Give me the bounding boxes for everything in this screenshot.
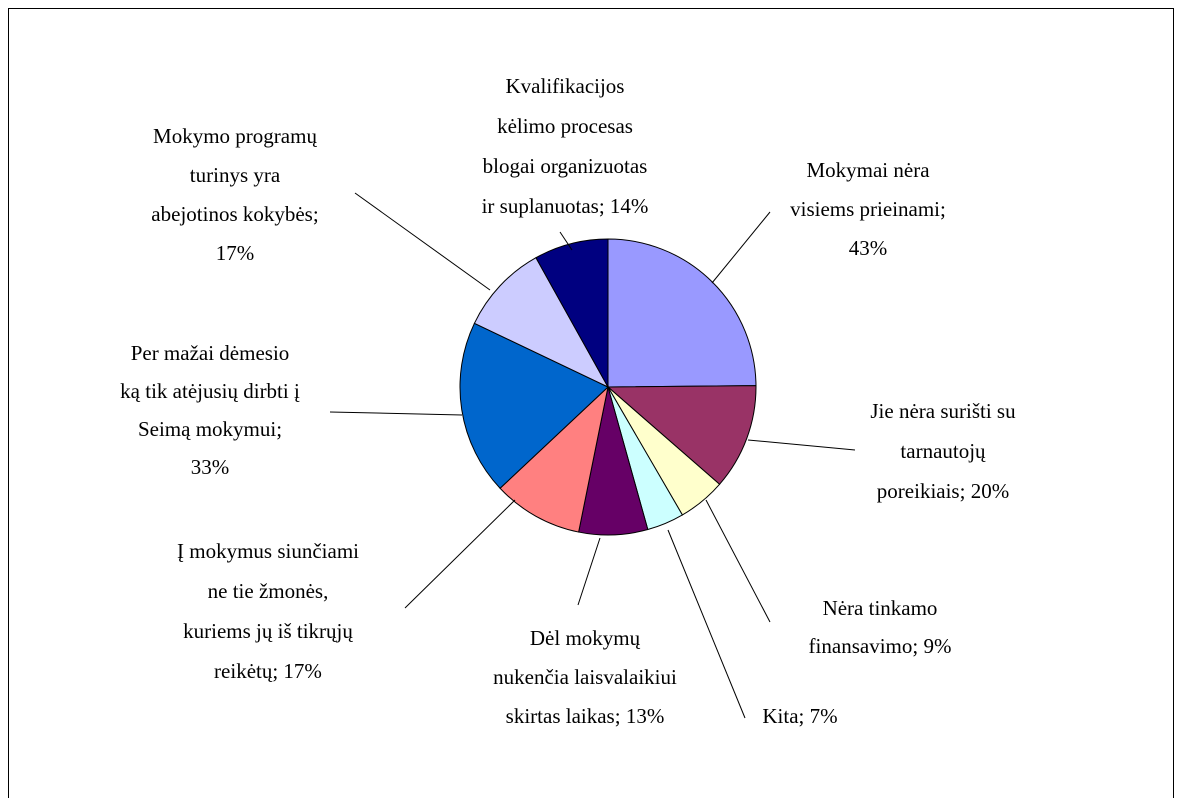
leader-line	[404, 499, 516, 609]
data-label: 33%	[191, 455, 230, 479]
leader-line	[559, 231, 573, 251]
data-label: Mokymai nėra	[806, 158, 930, 182]
data-label: Dėl mokymų	[530, 626, 641, 650]
data-label: Seimą mokymui;	[138, 417, 282, 441]
leader-line	[329, 411, 463, 416]
data-label: finansavimo; 9%	[809, 634, 952, 658]
pie-slice	[606, 385, 757, 485]
data-label: ką tik atėjusių dirbti į	[120, 379, 300, 403]
pie-slice	[607, 238, 757, 388]
leader-line	[354, 192, 491, 291]
data-label: ne tie žmonės,	[208, 579, 329, 603]
data-label: tarnautojų	[900, 439, 986, 463]
leader-line	[747, 439, 856, 451]
data-label: Mokymo programų	[153, 124, 317, 148]
data-label: Į mokymus siunčiami	[177, 539, 359, 563]
data-label: visiems prieinami;	[790, 197, 946, 221]
data-label: Per mažai dėmesio	[131, 341, 290, 365]
pie-slice	[535, 238, 609, 389]
data-label: reikėtų; 17%	[214, 659, 322, 683]
data-label: Kita; 7%	[762, 704, 837, 728]
leader-line	[667, 529, 746, 719]
data-label: kėlimo procesas	[497, 114, 633, 138]
data-label: skirtas laikas; 13%	[506, 704, 665, 728]
data-label: 17%	[216, 241, 255, 265]
data-label: Kvalifikacijos	[506, 74, 625, 98]
data-label: kuriems jų iš tikrųjų	[183, 619, 353, 643]
data-label: Nėra tinkamo	[823, 596, 938, 620]
data-label: abejotinos kokybės;	[151, 202, 318, 226]
data-label: Jie nėra surišti su	[870, 399, 1016, 423]
data-label: nukenčia laisvalaikiui	[493, 665, 677, 689]
data-label: 43%	[849, 236, 888, 260]
leader-line	[705, 499, 771, 623]
data-label: turinys yra	[190, 163, 281, 187]
pie-slice	[473, 257, 610, 389]
data-label: ir suplanuotas; 14%	[482, 194, 649, 218]
leader-line	[577, 537, 601, 606]
pie-slice	[499, 385, 609, 533]
data-label: blogai organizuotas	[483, 154, 648, 178]
pie-slice	[459, 322, 609, 489]
data-label: poreikiais; 20%	[877, 479, 1009, 503]
leader-line	[711, 211, 771, 284]
